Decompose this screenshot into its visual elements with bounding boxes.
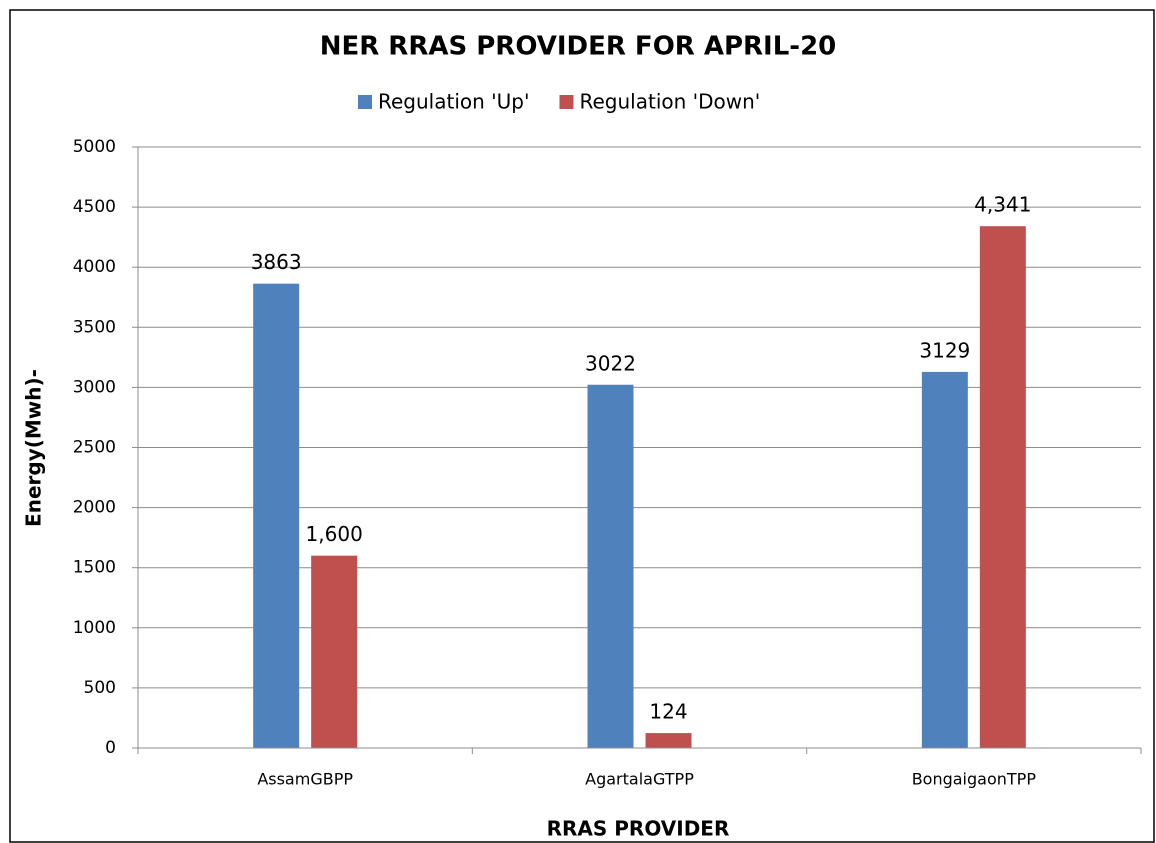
value-label: 124 — [649, 700, 687, 724]
bar — [921, 371, 968, 748]
bar — [253, 283, 300, 748]
y-tick-label: 0 — [105, 738, 116, 758]
bar — [587, 384, 634, 748]
value-label: 3129 — [919, 338, 970, 362]
value-label: 4,341 — [974, 193, 1031, 217]
legend-swatch — [559, 95, 574, 109]
y-tick-label: 3000 — [73, 377, 116, 397]
chart-title: NER RRAS PROVIDER FOR APRIL-20 — [320, 32, 837, 62]
legend-swatch — [358, 95, 372, 109]
bar — [645, 733, 692, 748]
legend-label: Regulation 'Up' — [378, 90, 529, 114]
y-tick-label: 4500 — [73, 197, 116, 217]
x-axis-title: RRAS PROVIDER — [547, 817, 730, 841]
y-axis-title: Energy(Mwh)- — [22, 369, 46, 527]
y-tick-label: 1000 — [73, 618, 116, 638]
value-label: 3863 — [251, 250, 302, 274]
x-tick-label: AgartalaGTPP — [585, 770, 694, 789]
y-tick-label: 2500 — [73, 438, 116, 458]
x-tick-label: BongaigaonTPP — [912, 770, 1037, 789]
bar — [311, 555, 358, 748]
legend-label: Regulation 'Down' — [579, 90, 760, 114]
y-tick-label: 1500 — [73, 558, 116, 578]
bar — [979, 226, 1026, 749]
y-tick-label: 2000 — [73, 498, 116, 518]
y-tick-label: 3500 — [73, 317, 116, 337]
y-tick-label: 500 — [84, 678, 116, 698]
y-tick-label: 5000 — [73, 137, 116, 157]
y-tick-label: 4000 — [73, 257, 116, 277]
x-tick-label: AssamGBPP — [257, 770, 353, 789]
value-label: 3022 — [585, 351, 636, 375]
value-label: 1,600 — [306, 522, 363, 546]
